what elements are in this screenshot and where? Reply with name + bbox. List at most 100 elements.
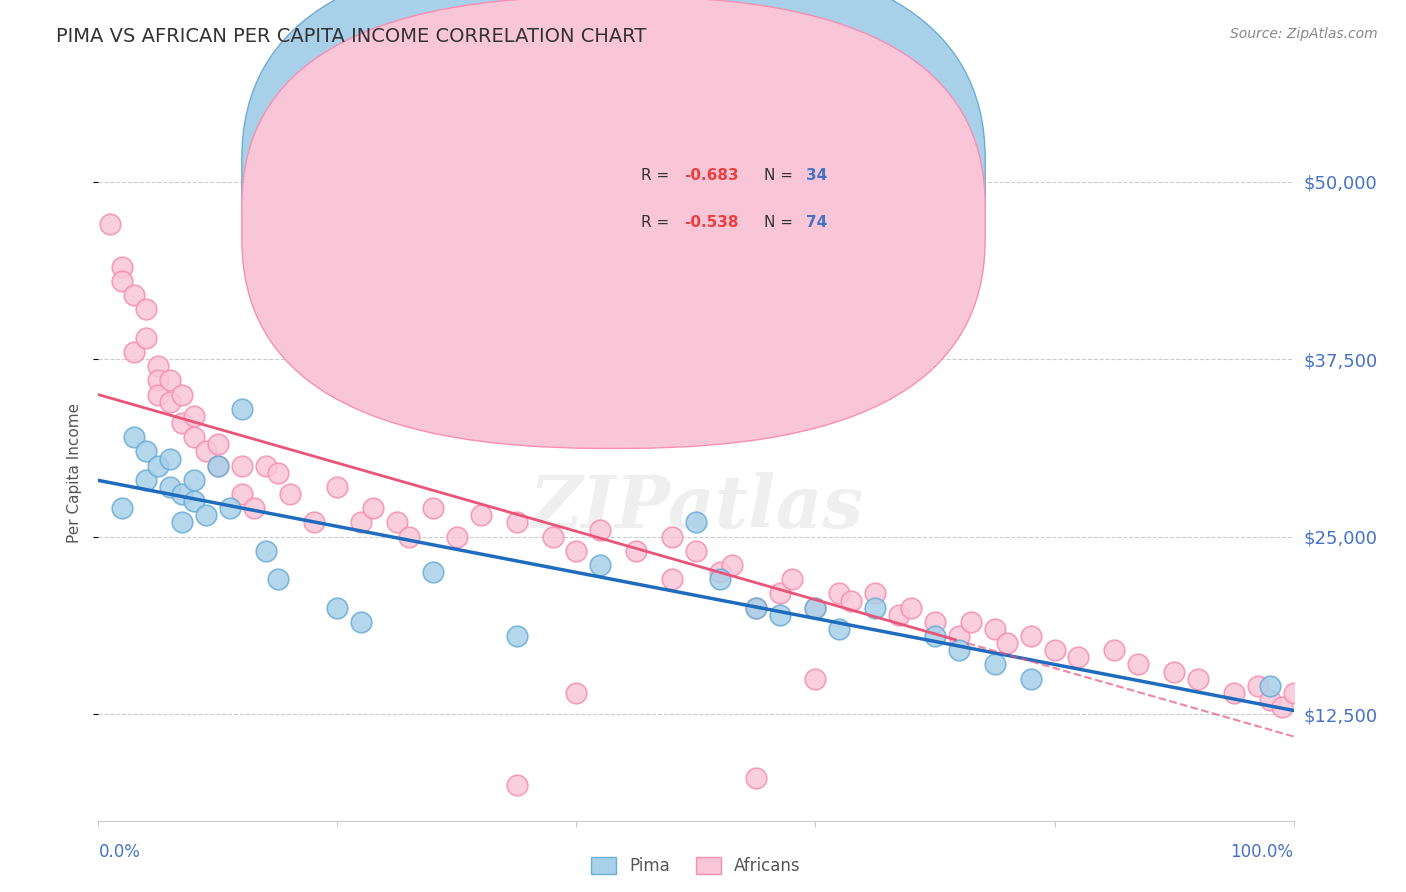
Point (135, 473, 157, 487)
Point (948, 643, 970, 657)
Point (159, 480, 181, 494)
Point (889, 607, 911, 622)
Point (422, 501, 444, 516)
Point (804, 672, 827, 686)
Point (111, 274, 134, 288)
Point (506, 629, 529, 643)
Point (506, 516, 529, 530)
Point (1187, 672, 1209, 686)
Point (243, 501, 266, 516)
Point (959, 615, 981, 629)
Point (148, 458, 170, 473)
Point (135, 302, 157, 317)
Point (1019, 672, 1042, 686)
Point (98, 217, 122, 231)
Point (626, 544, 648, 558)
Point (768, 586, 790, 600)
Point (254, 458, 277, 473)
Point (398, 530, 420, 544)
Point (1258, 693, 1281, 707)
Text: 34: 34 (806, 169, 827, 183)
Point (124, 430, 146, 444)
Y-axis label: Per Capita Income: Per Capita Income (67, 402, 83, 543)
Point (231, 401, 253, 416)
Point (159, 394, 181, 409)
Point (135, 444, 157, 458)
Point (135, 331, 157, 345)
Point (183, 494, 205, 508)
Point (148, 374, 170, 388)
Point (541, 530, 564, 544)
Point (183, 409, 205, 423)
Point (172, 416, 194, 430)
Text: 74: 74 (806, 215, 827, 230)
Point (350, 516, 373, 530)
Point (924, 615, 946, 629)
Point (1246, 679, 1268, 693)
Point (267, 572, 290, 586)
Point (111, 260, 134, 274)
Point (159, 374, 181, 388)
Point (231, 487, 253, 501)
Point (589, 523, 612, 537)
Text: R =: R = (641, 169, 673, 183)
Point (900, 600, 922, 615)
Point (709, 572, 731, 586)
Point (278, 487, 301, 501)
Text: ZIPatlas: ZIPatlas (529, 472, 863, 543)
Point (207, 437, 229, 451)
Point (984, 622, 1007, 636)
Text: N =: N = (763, 215, 799, 230)
Point (828, 622, 851, 636)
Point (1163, 665, 1185, 679)
Text: 0.0%: 0.0% (98, 843, 141, 861)
Point (984, 657, 1007, 672)
Point (172, 387, 194, 401)
Point (709, 565, 731, 579)
Text: Source: ZipAtlas.com: Source: ZipAtlas.com (1230, 27, 1378, 41)
Point (124, 345, 146, 359)
Point (948, 629, 970, 643)
Legend: Pima, Africans: Pima, Africans (585, 850, 807, 882)
Point (148, 359, 170, 374)
Point (302, 516, 325, 530)
Point (183, 473, 205, 487)
Point (721, 558, 744, 572)
Point (1271, 700, 1294, 714)
Point (207, 458, 229, 473)
Point (183, 430, 205, 444)
Point (194, 508, 218, 523)
Point (565, 686, 588, 700)
Point (745, 600, 768, 615)
Point (1102, 643, 1125, 657)
Point (589, 558, 612, 572)
Point (363, 501, 385, 516)
Point (745, 771, 768, 785)
Point (506, 778, 529, 792)
Point (1128, 657, 1150, 672)
Point (685, 544, 707, 558)
Point (219, 501, 242, 516)
Text: PIMA VS AFRICAN PER CAPITA INCOME CORRELATION CHART: PIMA VS AFRICAN PER CAPITA INCOME CORREL… (56, 27, 647, 45)
Point (1282, 686, 1305, 700)
Point (326, 480, 349, 494)
Point (326, 600, 349, 615)
Point (1067, 650, 1090, 665)
Point (124, 288, 146, 302)
Text: -0.538: -0.538 (685, 215, 738, 230)
FancyBboxPatch shape (242, 0, 986, 449)
Point (863, 586, 887, 600)
Point (565, 544, 588, 558)
Point (924, 629, 946, 643)
Point (768, 607, 790, 622)
Point (385, 516, 409, 530)
Point (863, 600, 887, 615)
Point (1019, 629, 1042, 643)
Point (194, 444, 218, 458)
Point (685, 516, 707, 530)
Point (1258, 679, 1281, 693)
Point (231, 458, 253, 473)
Point (804, 600, 827, 615)
Point (1222, 686, 1246, 700)
FancyBboxPatch shape (576, 139, 959, 260)
